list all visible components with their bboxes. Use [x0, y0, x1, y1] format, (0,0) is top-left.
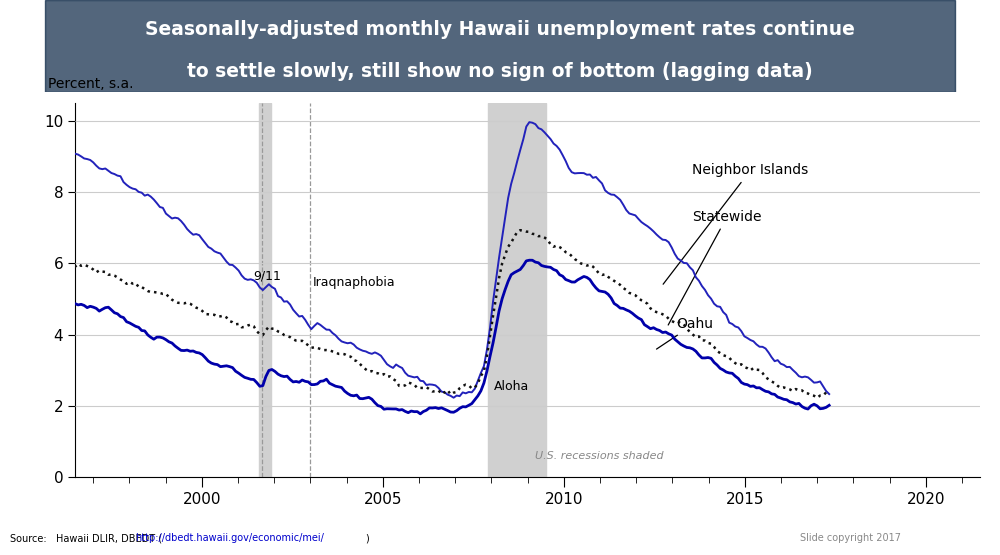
Bar [259, 103, 271, 477]
Text: U.S. recessions shaded: U.S. recessions shaded [535, 451, 663, 461]
Text: http://dbedt.hawaii.gov/economic/mei/: http://dbedt.hawaii.gov/economic/mei/ [135, 533, 324, 543]
Text: 9/11: 9/11 [253, 269, 281, 282]
Text: Aloha: Aloha [494, 380, 529, 393]
Bar [488, 103, 546, 477]
Text: ): ) [365, 533, 369, 543]
Text: to settle slowly, still show no sign of bottom (lagging data): to settle slowly, still show no sign of … [187, 62, 813, 81]
Text: Statewide: Statewide [668, 210, 762, 325]
Text: Seasonally-adjusted monthly Hawaii unemployment rates continue: Seasonally-adjusted monthly Hawaii unemp… [145, 20, 855, 39]
Text: Oahu: Oahu [657, 317, 713, 349]
Text: Percent, s.a.: Percent, s.a. [48, 78, 133, 92]
Text: Source:   Hawaii DLIR, DBEDT (: Source: Hawaii DLIR, DBEDT ( [10, 533, 162, 543]
Text: Slide copyright 2017: Slide copyright 2017 [800, 533, 901, 543]
Text: Neighbor Islands: Neighbor Islands [663, 164, 808, 284]
Text: Iraqnaphobia: Iraqnaphobia [313, 276, 396, 289]
